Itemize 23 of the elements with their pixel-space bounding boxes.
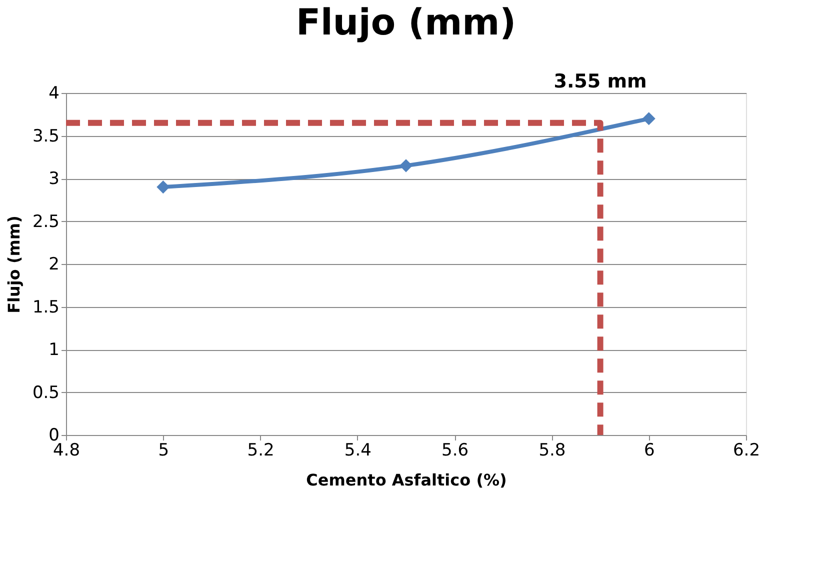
x-tick-label: 5.6 xyxy=(442,440,469,460)
x-axis-title: Cemento Asfaltico (%) xyxy=(306,470,507,490)
x-tick-label: 6.2 xyxy=(732,440,760,460)
y-axis-title: Flujo (mm) xyxy=(4,216,24,314)
point xyxy=(156,180,170,194)
x-tick-label: 5.4 xyxy=(344,440,372,460)
y-tick-label: 0.5 xyxy=(32,382,60,403)
y-tick-label: 3 xyxy=(48,169,60,189)
y-tick-label: 1 xyxy=(48,340,60,360)
point xyxy=(642,112,656,126)
x-tick-label: 5 xyxy=(158,440,170,460)
y-tick-label: 1.5 xyxy=(32,297,60,318)
y-tick-label: 4 xyxy=(48,84,60,104)
x-tick-label: 5.2 xyxy=(247,440,274,460)
y-tick-label: 3.5 xyxy=(32,126,60,146)
x-tick-label: 5.8 xyxy=(538,440,566,460)
x-tick-label: 6 xyxy=(644,440,655,460)
point xyxy=(399,159,413,172)
annotation: 3.55 mm xyxy=(554,70,647,92)
y-tick-label: 2 xyxy=(48,254,60,274)
chart-title: Flujo (mm) xyxy=(296,2,516,44)
y-tick-label: 2.5 xyxy=(32,212,60,232)
x-tick-label: 4.8 xyxy=(52,440,80,460)
